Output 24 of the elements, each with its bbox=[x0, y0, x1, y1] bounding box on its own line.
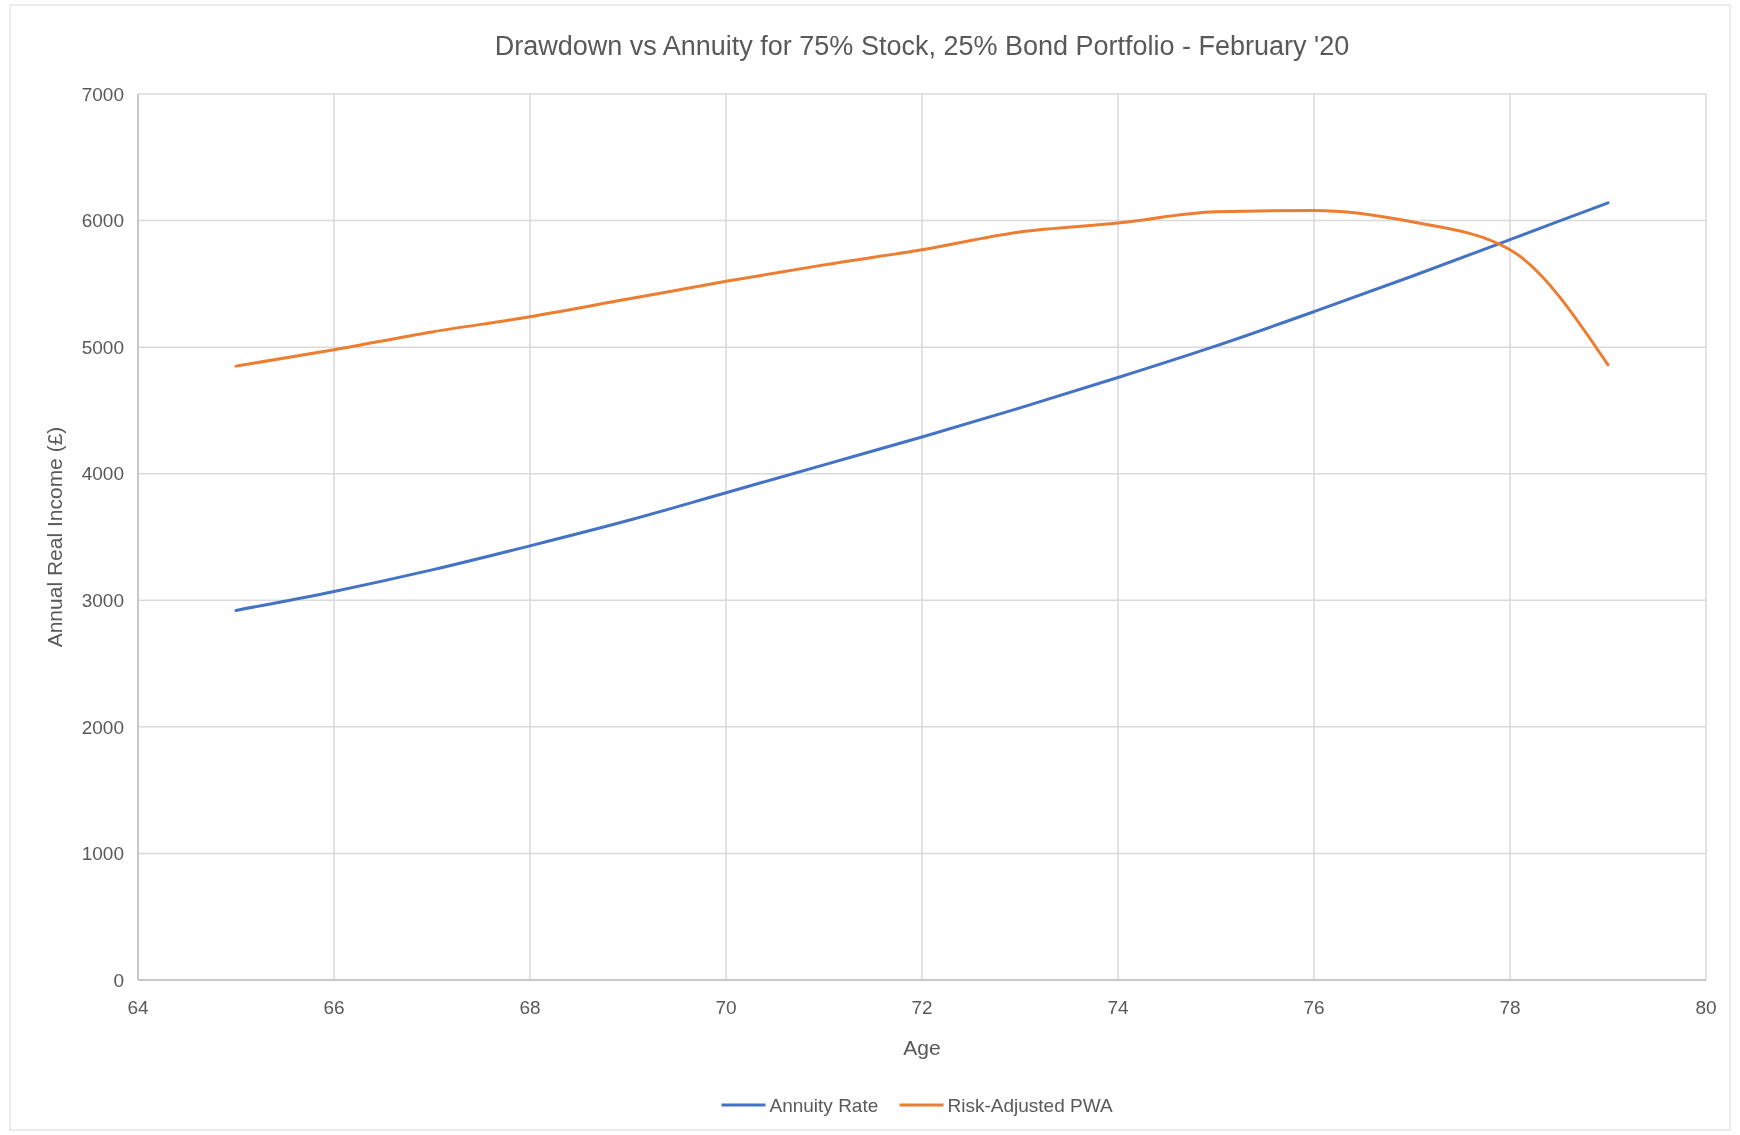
x-axis-title: Age bbox=[903, 1036, 941, 1059]
x-tick-label: 70 bbox=[715, 997, 737, 1018]
y-tick-label: 7000 bbox=[81, 83, 124, 105]
x-tick-label: 80 bbox=[1695, 997, 1717, 1018]
x-tick-label: 76 bbox=[1303, 997, 1325, 1018]
x-tick-label: 74 bbox=[1107, 997, 1129, 1018]
legend-label: Risk-Adjusted PWA bbox=[947, 1094, 1113, 1116]
x-tick-label: 72 bbox=[911, 997, 933, 1018]
line-series bbox=[234, 201, 1610, 612]
chart-title: Drawdown vs Annuity for 75% Stock, 25% Bond Portfolio - February '20 bbox=[494, 31, 1350, 61]
y-axis-title: Annual Real Income (£) bbox=[43, 426, 66, 648]
y-tick-label: 5000 bbox=[81, 336, 124, 358]
y-tick-label: 6000 bbox=[81, 210, 124, 232]
x-tick-label: 66 bbox=[323, 997, 345, 1018]
y-tick-label: 2000 bbox=[81, 716, 124, 738]
x-tick-label: 68 bbox=[519, 997, 541, 1018]
x-tick-label: 78 bbox=[1499, 997, 1521, 1018]
legend-label: Annuity Rate bbox=[769, 1094, 879, 1116]
line-series bbox=[234, 208, 1610, 368]
y-tick-label: 1000 bbox=[81, 843, 124, 865]
y-tick-label: 4000 bbox=[81, 463, 124, 485]
y-tick-label: 3000 bbox=[81, 589, 124, 611]
y-tick-label: 0 bbox=[113, 969, 124, 991]
x-tick-label: 64 bbox=[127, 997, 149, 1018]
